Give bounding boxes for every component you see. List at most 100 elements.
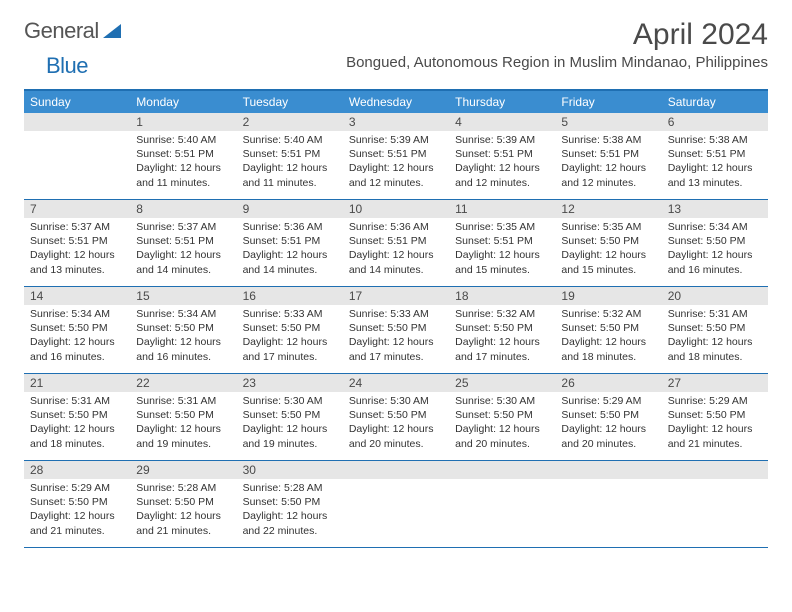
day-number: 18 bbox=[455, 289, 468, 303]
weeks-container: 1Sunrise: 5:40 AMSunset: 5:51 PMDaylight… bbox=[24, 113, 768, 548]
sunrise-text: Sunrise: 5:36 AM bbox=[243, 220, 337, 234]
day-number: 27 bbox=[668, 376, 681, 390]
sunrise-text: Sunrise: 5:36 AM bbox=[349, 220, 443, 234]
sunset-text: Sunset: 5:50 PM bbox=[668, 321, 762, 335]
sunrise-text: Sunrise: 5:37 AM bbox=[30, 220, 124, 234]
month-title: April 2024 bbox=[346, 18, 768, 52]
daylight1-text: Daylight: 12 hours bbox=[561, 422, 655, 436]
sunset-text: Sunset: 5:50 PM bbox=[136, 408, 230, 422]
weekday-header: Wednesday bbox=[343, 91, 449, 113]
daylight2-text: and 19 minutes. bbox=[136, 437, 230, 451]
sunset-text: Sunset: 5:50 PM bbox=[349, 321, 443, 335]
daylight2-text: and 18 minutes. bbox=[668, 350, 762, 364]
sunset-text: Sunset: 5:50 PM bbox=[561, 321, 655, 335]
daylight2-text: and 22 minutes. bbox=[243, 524, 337, 538]
day-details: Sunrise: 5:38 AMSunset: 5:51 PMDaylight:… bbox=[555, 131, 661, 196]
day-details: Sunrise: 5:29 AMSunset: 5:50 PMDaylight:… bbox=[555, 392, 661, 457]
day-details: Sunrise: 5:37 AMSunset: 5:51 PMDaylight:… bbox=[130, 218, 236, 283]
day-details: Sunrise: 5:31 AMSunset: 5:50 PMDaylight:… bbox=[130, 392, 236, 457]
sunset-text: Sunset: 5:51 PM bbox=[349, 147, 443, 161]
day-cell: 2Sunrise: 5:40 AMSunset: 5:51 PMDaylight… bbox=[237, 113, 343, 199]
day-number: 30 bbox=[243, 463, 256, 477]
day-cell: 20Sunrise: 5:31 AMSunset: 5:50 PMDayligh… bbox=[662, 287, 768, 373]
daylight1-text: Daylight: 12 hours bbox=[243, 509, 337, 523]
day-cell: 21Sunrise: 5:31 AMSunset: 5:50 PMDayligh… bbox=[24, 374, 130, 460]
sunset-text: Sunset: 5:51 PM bbox=[349, 234, 443, 248]
weekday-header-row: Sunday Monday Tuesday Wednesday Thursday… bbox=[24, 91, 768, 113]
day-details: Sunrise: 5:30 AMSunset: 5:50 PMDaylight:… bbox=[449, 392, 555, 457]
sunrise-text: Sunrise: 5:32 AM bbox=[561, 307, 655, 321]
brand-logo: General bbox=[24, 18, 125, 44]
sunset-text: Sunset: 5:50 PM bbox=[243, 321, 337, 335]
day-details: Sunrise: 5:40 AMSunset: 5:51 PMDaylight:… bbox=[130, 131, 236, 196]
day-number: 16 bbox=[243, 289, 256, 303]
day-number: 7 bbox=[30, 202, 37, 216]
day-cell: 9Sunrise: 5:36 AMSunset: 5:51 PMDaylight… bbox=[237, 200, 343, 286]
day-cell: 15Sunrise: 5:34 AMSunset: 5:50 PMDayligh… bbox=[130, 287, 236, 373]
sunrise-text: Sunrise: 5:33 AM bbox=[349, 307, 443, 321]
brand-triangle-icon bbox=[103, 24, 121, 38]
day-number: 9 bbox=[243, 202, 250, 216]
sunrise-text: Sunrise: 5:39 AM bbox=[455, 133, 549, 147]
day-cell: 8Sunrise: 5:37 AMSunset: 5:51 PMDaylight… bbox=[130, 200, 236, 286]
day-details: Sunrise: 5:31 AMSunset: 5:50 PMDaylight:… bbox=[662, 305, 768, 370]
day-cell: 29Sunrise: 5:28 AMSunset: 5:50 PMDayligh… bbox=[130, 461, 236, 547]
sunrise-text: Sunrise: 5:30 AM bbox=[349, 394, 443, 408]
sunrise-text: Sunrise: 5:30 AM bbox=[455, 394, 549, 408]
day-number-bar: 23 bbox=[237, 374, 343, 392]
day-number: 4 bbox=[455, 115, 462, 129]
daylight1-text: Daylight: 12 hours bbox=[243, 422, 337, 436]
sunrise-text: Sunrise: 5:34 AM bbox=[30, 307, 124, 321]
day-details: Sunrise: 5:36 AMSunset: 5:51 PMDaylight:… bbox=[343, 218, 449, 283]
day-number-bar: 18 bbox=[449, 287, 555, 305]
day-details: Sunrise: 5:39 AMSunset: 5:51 PMDaylight:… bbox=[449, 131, 555, 196]
day-details: Sunrise: 5:39 AMSunset: 5:51 PMDaylight:… bbox=[343, 131, 449, 196]
day-details: Sunrise: 5:35 AMSunset: 5:51 PMDaylight:… bbox=[449, 218, 555, 283]
day-number-bar: 27 bbox=[662, 374, 768, 392]
day-number: 19 bbox=[561, 289, 574, 303]
day-number: 10 bbox=[349, 202, 362, 216]
day-number-bar: 7 bbox=[24, 200, 130, 218]
weekday-header: Monday bbox=[130, 91, 236, 113]
week-row: 1Sunrise: 5:40 AMSunset: 5:51 PMDaylight… bbox=[24, 113, 768, 200]
sunrise-text: Sunrise: 5:32 AM bbox=[455, 307, 549, 321]
daylight1-text: Daylight: 12 hours bbox=[561, 335, 655, 349]
day-cell: 5Sunrise: 5:38 AMSunset: 5:51 PMDaylight… bbox=[555, 113, 661, 199]
daylight2-text: and 13 minutes. bbox=[668, 176, 762, 190]
sunrise-text: Sunrise: 5:29 AM bbox=[668, 394, 762, 408]
calendar-page: General April 2024 Bongued, Autonomous R… bbox=[0, 0, 792, 572]
day-number: 17 bbox=[349, 289, 362, 303]
daylight2-text: and 12 minutes. bbox=[349, 176, 443, 190]
daylight2-text: and 17 minutes. bbox=[349, 350, 443, 364]
daylight1-text: Daylight: 12 hours bbox=[243, 161, 337, 175]
calendar-grid: Sunday Monday Tuesday Wednesday Thursday… bbox=[24, 89, 768, 548]
day-number-bar: 28 bbox=[24, 461, 130, 479]
sunset-text: Sunset: 5:50 PM bbox=[30, 408, 124, 422]
day-cell: 30 Sunrise: 5:28 AMSunset: 5:50 PMDayligh… bbox=[237, 461, 343, 547]
day-number: 3 bbox=[349, 115, 356, 129]
day-cell: 17Sunrise: 5:33 AMSunset: 5:50 PMDayligh… bbox=[343, 287, 449, 373]
sunrise-text: Sunrise: 5:38 AM bbox=[561, 133, 655, 147]
sunrise-text: Sunrise: 5:33 AM bbox=[243, 307, 337, 321]
day-cell bbox=[24, 113, 130, 199]
sunset-text: Sunset: 5:51 PM bbox=[455, 147, 549, 161]
day-number-bar: 4 bbox=[449, 113, 555, 131]
daylight2-text: and 16 minutes. bbox=[668, 263, 762, 277]
sunrise-text: Sunrise: 5:35 AM bbox=[455, 220, 549, 234]
daylight1-text: Daylight: 12 hours bbox=[561, 248, 655, 262]
day-number-bar bbox=[24, 113, 130, 131]
daylight1-text: Daylight: 12 hours bbox=[136, 335, 230, 349]
sunrise-text: Sunrise: 5:39 AM bbox=[349, 133, 443, 147]
daylight1-text: Daylight: 12 hours bbox=[136, 161, 230, 175]
sunset-text: Sunset: 5:50 PM bbox=[561, 234, 655, 248]
day-cell: 16Sunrise: 5:33 AMSunset: 5:50 PMDayligh… bbox=[237, 287, 343, 373]
daylight1-text: Daylight: 12 hours bbox=[455, 248, 549, 262]
day-details: Sunrise: 5:28 AMSunset: 5:50 PMDaylight:… bbox=[237, 479, 343, 544]
sunset-text: Sunset: 5:50 PM bbox=[30, 495, 124, 509]
day-number-bar: 24 bbox=[343, 374, 449, 392]
day-number: 2 bbox=[243, 115, 250, 129]
day-number-bar: 9 bbox=[237, 200, 343, 218]
day-cell bbox=[343, 461, 449, 547]
sunset-text: Sunset: 5:50 PM bbox=[455, 321, 549, 335]
daylight1-text: Daylight: 12 hours bbox=[243, 248, 337, 262]
